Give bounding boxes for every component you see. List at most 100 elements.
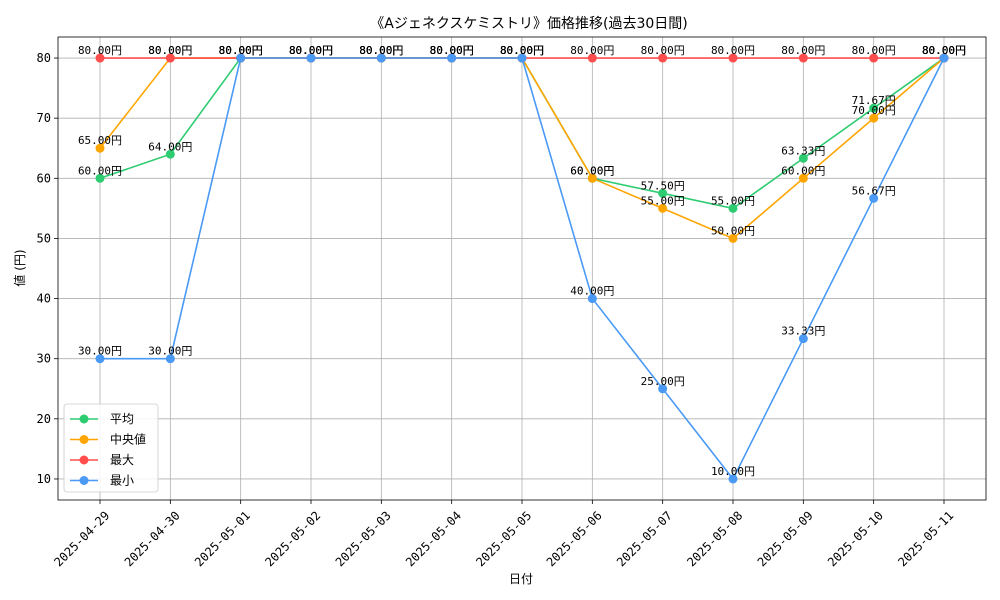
data-point — [517, 53, 527, 63]
chart-title: 《Aジェネクスケミストリ》価格推移(過去30日間) — [370, 16, 687, 32]
data-label: 80.00円 — [852, 44, 896, 57]
legend-label: 中央値 — [110, 432, 146, 447]
x-tick-label: 2025-05-05 — [473, 508, 534, 569]
data-label: 30.00円 — [148, 345, 192, 358]
y-tick-label: 40 — [37, 292, 51, 306]
data-label: 80.00円 — [430, 44, 474, 57]
data-point — [658, 384, 668, 394]
data-label: 50.00円 — [711, 224, 755, 237]
y-tick-label: 70 — [37, 111, 51, 125]
legend-marker — [79, 435, 89, 444]
y-tick-label: 30 — [37, 352, 51, 366]
data-label: 80.00円 — [570, 44, 614, 57]
data-point — [165, 354, 175, 364]
data-label: 40.00円 — [570, 285, 614, 298]
y-tick-label: 50 — [37, 231, 51, 245]
legend-marker — [79, 476, 89, 485]
data-label: 10.00円 — [711, 465, 755, 478]
data-label: 80.00円 — [359, 44, 403, 57]
x-tick-label: 2025-05-06 — [544, 508, 605, 569]
data-point — [869, 193, 879, 203]
data-point — [728, 203, 738, 213]
x-tick-label: 2025-05-02 — [262, 508, 323, 569]
data-label: 71.67円 — [852, 94, 896, 107]
x-tick-label: 2025-05-11 — [895, 508, 956, 569]
data-label: 64.00円 — [148, 140, 192, 153]
data-point — [869, 113, 879, 123]
data-point — [728, 53, 738, 63]
data-label: 80.00円 — [359, 44, 403, 57]
data-point — [869, 53, 879, 63]
data-label: 80.00円 — [359, 44, 403, 57]
data-point — [728, 233, 738, 243]
data-point — [587, 173, 597, 183]
legend-box — [63, 403, 159, 493]
data-point — [376, 53, 386, 63]
data-label: 80.00円 — [359, 44, 403, 57]
x-tick-label: 2025-05-09 — [755, 508, 816, 569]
legend-label: 最小 — [110, 474, 134, 488]
y-tick-label: 80 — [37, 51, 51, 65]
data-point — [165, 149, 175, 159]
x-tick-label: 2025-05-01 — [192, 508, 253, 569]
y-tick-label: 10 — [37, 472, 51, 486]
y-tick-label: 60 — [37, 171, 51, 185]
x-tick-label: 2025-05-07 — [614, 508, 675, 569]
data-label: 80.00円 — [500, 44, 544, 57]
data-label: 80.00円 — [430, 44, 474, 57]
data-point — [798, 53, 808, 63]
data-point — [95, 354, 105, 364]
data-label: 80.00円 — [148, 44, 192, 57]
x-axis-label: 日付 — [509, 572, 533, 586]
data-label: 80.00円 — [922, 44, 966, 57]
data-label: 60.00円 — [570, 164, 614, 177]
data-label: 65.00円 — [78, 134, 122, 147]
data-label: 55.00円 — [641, 194, 685, 207]
data-label: 80.00円 — [219, 44, 263, 57]
x-axis-ticks: 2025-04-29 2025-04-30 2025-05-01 2025-05-02… — [51, 500, 956, 569]
data-label: 25.00円 — [641, 375, 685, 388]
data-label: 60.00円 — [781, 164, 825, 177]
data-labels: 60.00円 64.00円 80.00円 80.00円 80.00円 80.00円 80.0… — [78, 44, 966, 478]
data-label: 80.00円 — [289, 44, 333, 57]
data-point — [798, 153, 808, 163]
data-label: 30.00円 — [78, 345, 122, 358]
data-label: 80.00円 — [500, 44, 544, 57]
data-label: 80.00円 — [289, 44, 333, 57]
data-point — [658, 188, 668, 198]
legend-label: 最大 — [110, 453, 134, 467]
data-label: 33.33円 — [781, 325, 825, 338]
data-label: 80.00円 — [641, 44, 685, 57]
data-point — [236, 53, 246, 63]
x-tick-label: 2025-04-30 — [122, 508, 183, 569]
x-tick-label: 2025-05-03 — [333, 508, 394, 569]
data-label: 55.00円 — [711, 194, 755, 207]
x-tick-label: 2025-05-08 — [684, 508, 745, 569]
x-tick-label: 2025-05-04 — [403, 508, 464, 569]
data-point — [798, 334, 808, 344]
data-label: 60.00円 — [78, 164, 122, 177]
legend-marker — [79, 414, 89, 424]
grid-lines — [58, 37, 986, 500]
data-point — [95, 173, 105, 183]
data-point — [306, 53, 316, 63]
data-point — [658, 53, 668, 63]
x-tick-label: 2025-05-10 — [825, 508, 886, 569]
data-label: 80.00円 — [289, 44, 333, 57]
legend-label: 平均 — [110, 412, 134, 426]
x-tick-label: 2025-04-29 — [51, 508, 112, 569]
data-point — [869, 103, 879, 113]
data-label: 80.00円 — [289, 44, 333, 57]
data-label: 80.00円 — [500, 44, 544, 57]
data-label: 80.00円 — [78, 44, 122, 57]
y-axis-ticks: 10 20 30 40 50 60 70 80 — [37, 51, 58, 486]
data-label: 80.00円 — [922, 44, 966, 57]
data-point — [798, 173, 808, 183]
data-point — [95, 143, 105, 153]
data-label: 80.00円 — [922, 44, 966, 57]
data-label: 80.00円 — [500, 44, 544, 57]
y-tick-label: 20 — [37, 412, 51, 426]
data-label: 60.00円 — [570, 164, 614, 177]
